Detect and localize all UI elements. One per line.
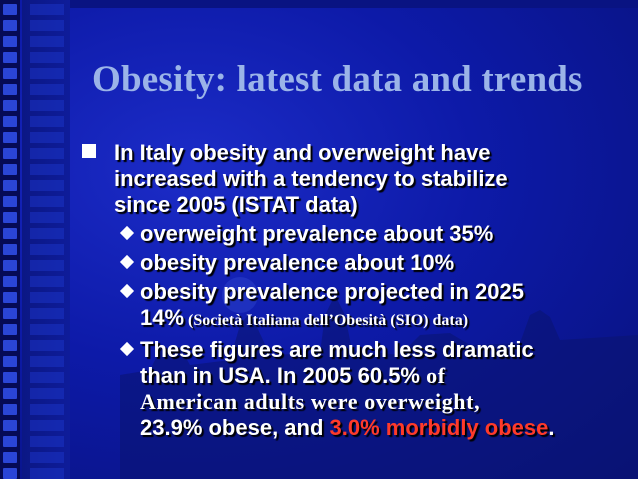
usa-line-4-end: . xyxy=(548,415,555,440)
band-cell xyxy=(30,244,64,255)
usa-line-2: than in USA. In 2005 60.5% xyxy=(140,363,427,388)
strip-cell xyxy=(3,148,17,159)
strip-cell xyxy=(3,356,17,367)
strip-cell xyxy=(3,228,17,239)
strip-cell xyxy=(3,20,17,31)
band-cell xyxy=(30,164,64,175)
band-cell xyxy=(30,68,64,79)
diamond-bullet-icon xyxy=(119,283,135,299)
strip-cell xyxy=(3,116,17,127)
band-cell xyxy=(30,20,64,31)
band-cell xyxy=(30,84,64,95)
strip-cell xyxy=(3,260,17,271)
strip-cell xyxy=(3,4,17,15)
slide-title: Obesity: latest data and trends xyxy=(92,59,583,100)
strip-cell xyxy=(3,52,17,63)
band-cell xyxy=(30,372,64,383)
strip-cell xyxy=(3,100,17,111)
sub-bullet-usa: These figures are much less dramatic tha… xyxy=(82,337,632,441)
strip-cell xyxy=(3,164,17,175)
strip-cell xyxy=(3,36,17,47)
strip-cell xyxy=(3,372,17,383)
overweight-text: overweight prevalence about 35% xyxy=(140,221,494,246)
band-cell xyxy=(30,180,64,191)
band-cell xyxy=(30,388,64,399)
sub-bullet-projection: obesity prevalence projected in 2025 14%… xyxy=(82,279,632,334)
diamond-bullet-icon xyxy=(119,225,135,241)
strip-cell xyxy=(3,420,17,431)
band-cell xyxy=(30,116,64,127)
band-cell xyxy=(30,276,64,287)
usa-line-4: 23.9% obese, and xyxy=(140,415,330,440)
usa-line-2-of: of xyxy=(426,363,446,388)
sub-bullet-overweight: overweight prevalence about 35% xyxy=(82,221,632,247)
band-cell xyxy=(30,52,64,63)
band-cell xyxy=(30,340,64,351)
obesity-text: obesity prevalence about 10% xyxy=(140,250,455,275)
band-cell xyxy=(30,260,64,271)
band-cell xyxy=(30,324,64,335)
projection-percent: 14% xyxy=(140,305,185,330)
intro-line-3: since 2005 (ISTAT data) xyxy=(114,192,358,217)
usa-line-3: American adults were overweight, xyxy=(140,389,481,414)
strip-cell xyxy=(3,244,17,255)
bullet-main: In Italy obesity and overweight have inc… xyxy=(82,140,632,218)
band-cell xyxy=(30,132,64,143)
band-cell xyxy=(30,468,64,479)
band-cell xyxy=(30,148,64,159)
strip-cell xyxy=(3,308,17,319)
strip-cell xyxy=(3,292,17,303)
projection-text: obesity prevalence projected in 2025 xyxy=(140,279,524,304)
band-cell xyxy=(30,212,64,223)
diamond-bullet-icon xyxy=(119,341,135,357)
band-cell xyxy=(30,356,64,367)
strip-cell xyxy=(3,436,17,447)
band-cell xyxy=(30,4,64,15)
morbidly-obese-highlight: 3.0% morbidly obese xyxy=(329,415,549,440)
strip-cell xyxy=(3,132,17,143)
strip-cell xyxy=(3,84,17,95)
band-cell xyxy=(30,452,64,463)
strip-cell xyxy=(3,468,17,479)
city-skyline-decoration xyxy=(120,277,638,479)
band-cell xyxy=(30,420,64,431)
strip-cell xyxy=(3,276,17,287)
band-cell xyxy=(30,228,64,239)
sub-bullet-obesity: obesity prevalence about 10% xyxy=(82,250,632,276)
band-cell xyxy=(30,436,64,447)
strip-cell xyxy=(3,212,17,223)
source-paren: ( xyxy=(184,312,194,329)
band-cell xyxy=(30,100,64,111)
usa-line-1: These figures are much less dramatic xyxy=(140,337,534,362)
strip-cell xyxy=(3,388,17,399)
strip-cell xyxy=(3,404,17,415)
strip-cell xyxy=(3,196,17,207)
top-band xyxy=(70,0,638,8)
film-strip-border xyxy=(0,0,20,479)
strip-cell xyxy=(3,180,17,191)
strip-cell xyxy=(3,68,17,79)
square-bullet-icon xyxy=(82,144,96,158)
strip-cell xyxy=(3,452,17,463)
band-cell xyxy=(30,196,64,207)
band-cell xyxy=(30,292,64,303)
diamond-bullet-icon xyxy=(119,254,135,270)
strip-cell xyxy=(3,340,17,351)
band-cell xyxy=(30,36,64,47)
source-text: Società Italiana dell’Obesità (SIO) data… xyxy=(193,312,469,329)
intro-line-2: increased with a tendency to stabilize xyxy=(114,166,508,191)
strip-cell xyxy=(3,324,17,335)
side-band xyxy=(22,0,70,479)
band-cell xyxy=(30,308,64,319)
band-cell xyxy=(30,404,64,415)
slide-body: In Italy obesity and overweight have inc… xyxy=(82,140,632,441)
intro-line-1: In Italy obesity and overweight have xyxy=(114,140,491,165)
